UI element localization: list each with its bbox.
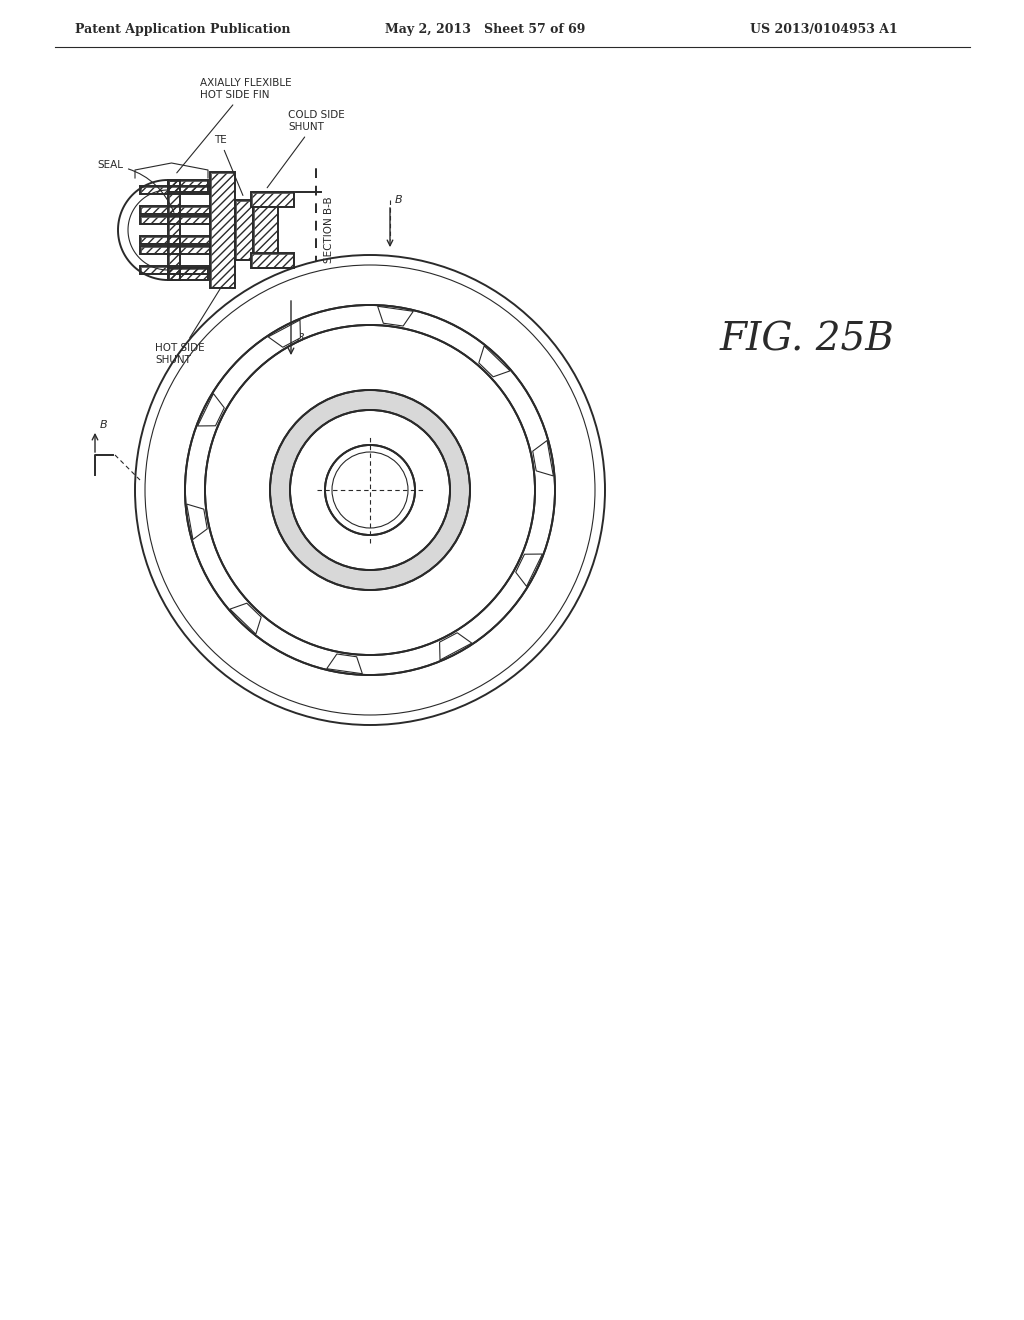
Text: FIG. 25B: FIG. 25B (720, 322, 895, 359)
Bar (141, 238, 209, 243)
Bar (140, 186, 210, 194)
Bar (168, 180, 180, 280)
Bar (141, 216, 209, 223)
Text: SEAL: SEAL (97, 160, 174, 213)
Circle shape (270, 389, 470, 590)
Bar (210, 172, 234, 288)
Text: SECTION B-B: SECTION B-B (324, 197, 334, 263)
Circle shape (145, 265, 595, 715)
Circle shape (325, 445, 415, 535)
Polygon shape (439, 632, 472, 660)
Text: B: B (297, 333, 304, 343)
Bar (140, 267, 210, 275)
Polygon shape (186, 504, 207, 540)
Bar (168, 180, 208, 191)
Polygon shape (378, 306, 414, 326)
Circle shape (290, 411, 450, 570)
Text: TE: TE (214, 135, 243, 195)
Bar (169, 269, 207, 279)
Bar (141, 187, 209, 193)
Bar (251, 191, 294, 207)
Polygon shape (198, 393, 224, 426)
Bar (252, 193, 293, 206)
Circle shape (185, 305, 555, 675)
Circle shape (205, 325, 535, 655)
Circle shape (135, 255, 605, 725)
Text: US 2013/0104953 A1: US 2013/0104953 A1 (750, 24, 898, 37)
Polygon shape (516, 554, 543, 586)
Text: Patent Application Publication: Patent Application Publication (75, 24, 291, 37)
Text: COLD SIDE
SHUNT: COLD SIDE SHUNT (267, 111, 345, 187)
Text: HOT SIDE
SHUNT: HOT SIDE SHUNT (155, 288, 221, 364)
Text: AXIALLY FLEXIBLE
HOT SIDE FIN: AXIALLY FLEXIBLE HOT SIDE FIN (177, 78, 292, 173)
Bar (254, 193, 278, 267)
Text: B: B (395, 195, 402, 205)
Bar (140, 206, 210, 214)
Bar (236, 201, 252, 259)
Bar (140, 236, 210, 244)
Bar (253, 191, 278, 268)
Polygon shape (532, 441, 553, 477)
Polygon shape (268, 319, 300, 347)
Bar (251, 253, 294, 268)
Bar (234, 201, 253, 260)
Bar (211, 173, 234, 286)
Bar (141, 267, 209, 273)
Bar (252, 253, 293, 267)
Bar (141, 247, 209, 253)
Bar (141, 207, 209, 213)
Polygon shape (327, 653, 362, 673)
Text: B: B (100, 420, 108, 430)
Bar (169, 181, 179, 279)
Polygon shape (479, 346, 510, 376)
Bar (169, 181, 207, 191)
Text: May 2, 2013   Sheet 57 of 69: May 2, 2013 Sheet 57 of 69 (385, 24, 586, 37)
Bar (168, 268, 208, 280)
Bar (140, 216, 210, 224)
Bar (140, 246, 210, 253)
Polygon shape (230, 603, 261, 634)
